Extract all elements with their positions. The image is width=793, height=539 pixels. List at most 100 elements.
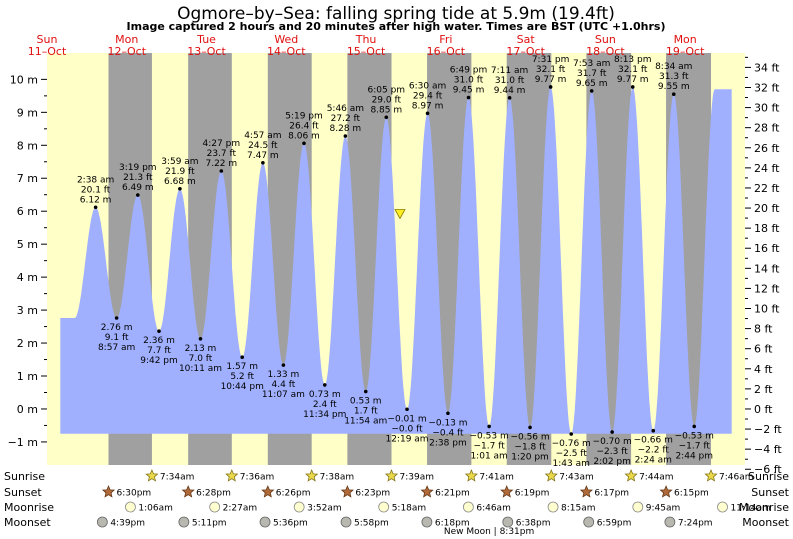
extreme-feet: 21.9 ft xyxy=(165,167,195,177)
moon-icon xyxy=(378,501,390,513)
left-tick-label: 2 m xyxy=(17,337,38,350)
extreme-dot xyxy=(178,186,182,191)
moon-icon xyxy=(421,516,433,528)
extreme-meters: 2.36 m xyxy=(143,336,175,346)
left-tick-label: 10 m xyxy=(10,73,38,86)
left-tick-label: 6 m xyxy=(17,205,38,218)
extreme-dot xyxy=(548,85,553,89)
star-icon xyxy=(579,485,593,498)
moon-icon xyxy=(125,501,136,513)
extreme-meters: −0.70 m xyxy=(593,437,632,447)
extreme-time: 1:01 am xyxy=(470,451,507,461)
event-time-label: 7:39am xyxy=(400,473,435,483)
extreme-feet: 24.5 ft xyxy=(248,141,278,151)
extreme-time: 7:53 am xyxy=(573,59,610,69)
right-tick-label: 10 ft xyxy=(754,303,780,316)
right-tick-label: 14 ft xyxy=(754,262,780,275)
extreme-dot xyxy=(405,407,409,412)
row-label-left: Sunrise xyxy=(4,470,45,483)
right-tick-label: 2 ft xyxy=(754,383,773,396)
extreme-dot xyxy=(219,169,224,173)
extreme-meters: −0.13 m xyxy=(428,418,467,428)
event-time-label: 5:11pm xyxy=(192,519,227,529)
extreme-dot xyxy=(198,336,203,341)
extreme-meters: 6.12 m xyxy=(80,195,112,205)
extreme-dot xyxy=(569,432,574,436)
right-tick-label: 0 ft xyxy=(754,403,773,416)
moon-icon xyxy=(96,516,108,528)
row-label-right: Sunrise xyxy=(748,470,789,483)
moon-icon xyxy=(293,501,305,513)
extreme-time: 4:57 am xyxy=(244,131,281,141)
event-time-label: 6:59pm xyxy=(597,519,632,529)
extreme-feet: 2.4 ft xyxy=(313,400,337,410)
extreme-dot xyxy=(261,160,265,165)
extreme-meters: 9.45 m xyxy=(453,85,485,95)
extreme-dot xyxy=(425,111,430,116)
event-time-label: 7:43am xyxy=(559,473,594,483)
extreme-dot xyxy=(487,424,491,429)
extreme-dot xyxy=(343,134,348,138)
left-tick-label: 8 m xyxy=(17,139,38,152)
extreme-feet: 7.0 ft xyxy=(189,354,213,364)
row-label-right: Moonset xyxy=(742,516,789,529)
extreme-time: 6:05 pm xyxy=(368,85,406,95)
moon-icon xyxy=(178,516,190,528)
extreme-meters: −0.53 m xyxy=(470,431,509,441)
extreme-dot xyxy=(363,389,368,394)
extreme-dot xyxy=(692,424,697,429)
extreme-feet: 31.0 ft xyxy=(454,75,484,85)
extreme-dot xyxy=(136,193,140,197)
extreme-feet: 23.7 ft xyxy=(207,149,237,159)
extreme-feet: 5.2 ft xyxy=(230,372,254,382)
event-time-label: 11:14am xyxy=(730,504,770,514)
moon-icon xyxy=(664,516,676,528)
extreme-dot xyxy=(507,96,512,100)
day-date: 13–Oct xyxy=(187,45,226,58)
extreme-meters: 8.06 m xyxy=(288,131,320,141)
left-tick-label: −1 m xyxy=(8,436,38,449)
day-date: 18–Oct xyxy=(586,45,625,58)
event-time-label: 6:21pm xyxy=(435,489,470,499)
extreme-meters: 9.44 m xyxy=(494,86,526,96)
star-icon xyxy=(500,485,514,498)
day-name: Fri xyxy=(439,33,452,46)
extreme-meters: −0.66 m xyxy=(634,436,673,446)
left-axis-meters: −1 m 0 m 1 m 2 m 3 m 4 m 5 m 6 m 7 m 8 m 9 m 10 m xyxy=(8,73,47,449)
day-date: 11–Oct xyxy=(28,45,67,58)
row-label-left: Sunset xyxy=(4,486,42,499)
day-date: 12–Oct xyxy=(108,45,147,58)
event-time-label: 7:38am xyxy=(320,473,355,483)
right-tick-label: 26 ft xyxy=(754,142,780,155)
star-icon xyxy=(181,485,195,498)
event-time-label: 7:24pm xyxy=(678,519,713,529)
extreme-feet: 1.7 ft xyxy=(354,406,378,416)
extreme-meters: 9.65 m xyxy=(576,79,608,89)
extreme-time: 3:19 pm xyxy=(119,163,157,173)
event-time-label: 6:23pm xyxy=(355,489,390,499)
event-time-label: 6:19pm xyxy=(515,489,550,499)
extreme-meters: −0.01 m xyxy=(387,414,426,424)
extreme-time: 6:49 pm xyxy=(450,65,488,75)
extreme-dot xyxy=(671,92,676,96)
extreme-dot xyxy=(589,89,594,93)
moon-icon xyxy=(462,501,474,513)
star-icon xyxy=(225,469,239,482)
event-time-label: 6:17pm xyxy=(594,489,629,499)
right-tick-label: 4 ft xyxy=(754,363,773,376)
day-name: Mon xyxy=(115,33,138,46)
star-icon xyxy=(420,485,434,498)
extreme-dot xyxy=(157,329,161,333)
extreme-time: 12:19 am xyxy=(385,434,428,444)
event-time-label: 7:46am xyxy=(719,473,754,483)
extreme-dot xyxy=(302,141,306,146)
extreme-feet: −1.7 ft xyxy=(679,441,711,451)
extreme-time: 7:31 pm xyxy=(532,55,570,65)
star-icon xyxy=(464,469,478,482)
extreme-dot xyxy=(630,85,635,89)
event-time-label: 4:39pm xyxy=(110,519,145,529)
row-label-left: Moonrise xyxy=(4,501,54,514)
extreme-meters: 8.28 m xyxy=(330,124,362,134)
